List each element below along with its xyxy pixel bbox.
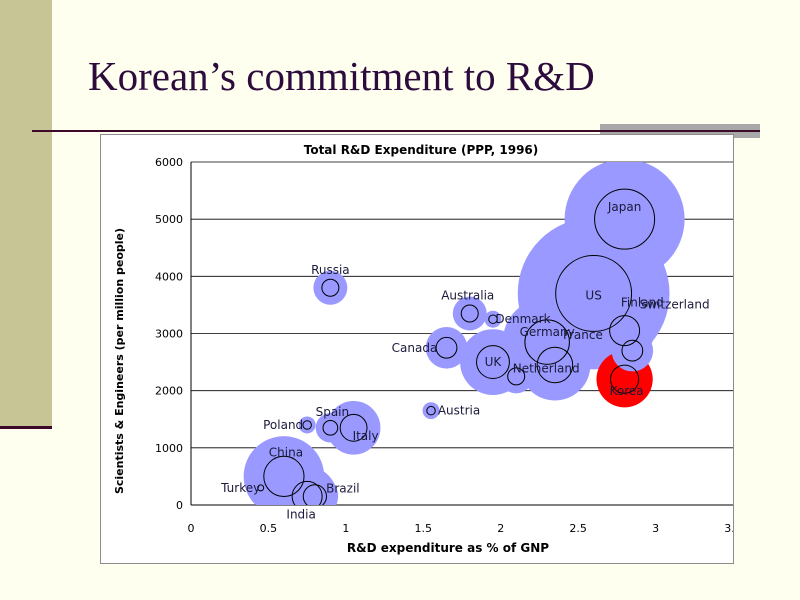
bubble-ring-canada	[435, 336, 458, 359]
bubble-japan	[564, 162, 685, 280]
bubble-ring-austria	[426, 405, 436, 416]
bubble-ring-switzerland	[609, 315, 641, 347]
bubble-finland	[611, 329, 654, 372]
point-label-uk: UK	[485, 355, 503, 369]
point-label-france: France	[563, 328, 603, 342]
x-tick-label: 1.5	[415, 522, 433, 535]
point-label-russia: Russia	[311, 263, 350, 277]
title-rule	[32, 130, 760, 132]
bubbles-group	[243, 162, 685, 505]
bubble-ring-china	[263, 455, 305, 498]
point-label-brazil: Brazil	[326, 481, 360, 495]
point-label-australia: Australia	[441, 288, 494, 302]
y-tick-label: 1000	[155, 442, 183, 455]
bubble-austria	[422, 402, 440, 420]
x-tick-label: 1	[342, 522, 349, 535]
bubble-canada	[425, 327, 468, 369]
x-tick-label: 0.5	[260, 522, 278, 535]
bubble-ring-poland	[302, 420, 312, 430]
bubble-spain	[315, 413, 346, 443]
point-label-japan: Japan	[607, 200, 641, 214]
bubble-ring-australia	[460, 304, 479, 323]
bubble-ring-spain	[322, 419, 339, 436]
point-label-korea: Korea	[610, 384, 644, 398]
point-label-spain: Spain	[316, 405, 350, 419]
bubble-chart: Total R&D Expenditure (PPP, 1996) R&D ex…	[113, 143, 733, 555]
point-label-italy: Italy	[353, 429, 379, 443]
point-label-turkey: Turkey	[220, 481, 260, 495]
left-accent-line	[0, 426, 52, 429]
y-tick-label: 0	[176, 499, 183, 512]
y-tick-label: 4000	[155, 270, 183, 283]
x-axis-label: R&D expenditure as % of GNP	[347, 541, 549, 555]
bubble-ring-denmark	[488, 314, 498, 324]
y-tick-label: 5000	[155, 213, 183, 226]
bubble-ring-italy	[339, 413, 368, 442]
y-tick-label: 2000	[155, 385, 183, 398]
bubble-ring-france	[536, 346, 574, 384]
bubble-ring-brazil	[302, 484, 328, 505]
bubble-poland	[298, 416, 316, 434]
bubble-italy	[326, 400, 381, 455]
point-label-finland: Finland	[621, 296, 664, 310]
point-label-china: China	[269, 445, 303, 459]
point-label-us: US	[585, 288, 601, 302]
x-tick-label: 3	[652, 522, 659, 535]
x-tick-label: 2.5	[569, 522, 587, 535]
bubble-ring-us	[555, 255, 633, 332]
bubble-turkey	[254, 481, 267, 494]
point-label-india: India	[286, 507, 315, 521]
bubble-ring-korea	[610, 364, 640, 394]
point-label-canada: Canada	[392, 341, 438, 355]
point-label-austria: Austria	[438, 404, 480, 418]
bubble-ring-uk	[476, 345, 510, 380]
point-label-netherland: Netherland	[513, 361, 580, 375]
slide-title: Korean’s commitment to R&D	[88, 53, 595, 99]
bubble-ring-finland	[621, 339, 644, 362]
bubble-australia	[452, 296, 487, 331]
y-tick-label: 3000	[155, 328, 183, 341]
bubble-netherland	[499, 359, 534, 394]
y-tick-label: 6000	[155, 156, 183, 169]
x-tick-label: 3.5	[724, 522, 733, 535]
bubble-russia	[313, 270, 348, 305]
chart-title: Total R&D Expenditure (PPP, 1996)	[304, 143, 539, 157]
bubble-ring-india	[291, 480, 323, 505]
point-label-switzerland: Switzerland	[640, 298, 710, 312]
chart-frame: Total R&D Expenditure (PPP, 1996) R&D ex…	[100, 134, 734, 564]
bubble-ring-turkey	[257, 484, 265, 492]
x-tick-label: 0	[188, 522, 195, 535]
y-axis-label: Scientists & Engineers (per million peop…	[113, 228, 126, 494]
bubble-ring-netherland	[507, 367, 526, 386]
point-label-denmark: Denmark	[495, 312, 550, 326]
point-label-poland: Poland	[263, 418, 303, 432]
bubble-ring-germany	[524, 319, 570, 365]
x-tick-label: 2	[497, 522, 504, 535]
bubble-denmark	[484, 310, 502, 328]
bubble-france	[519, 329, 591, 401]
left-accent-bar	[0, 0, 52, 428]
point-label-germany: Germany	[520, 325, 575, 339]
bubble-ring-russia	[321, 278, 340, 297]
bubble-ring-japan	[594, 188, 656, 250]
